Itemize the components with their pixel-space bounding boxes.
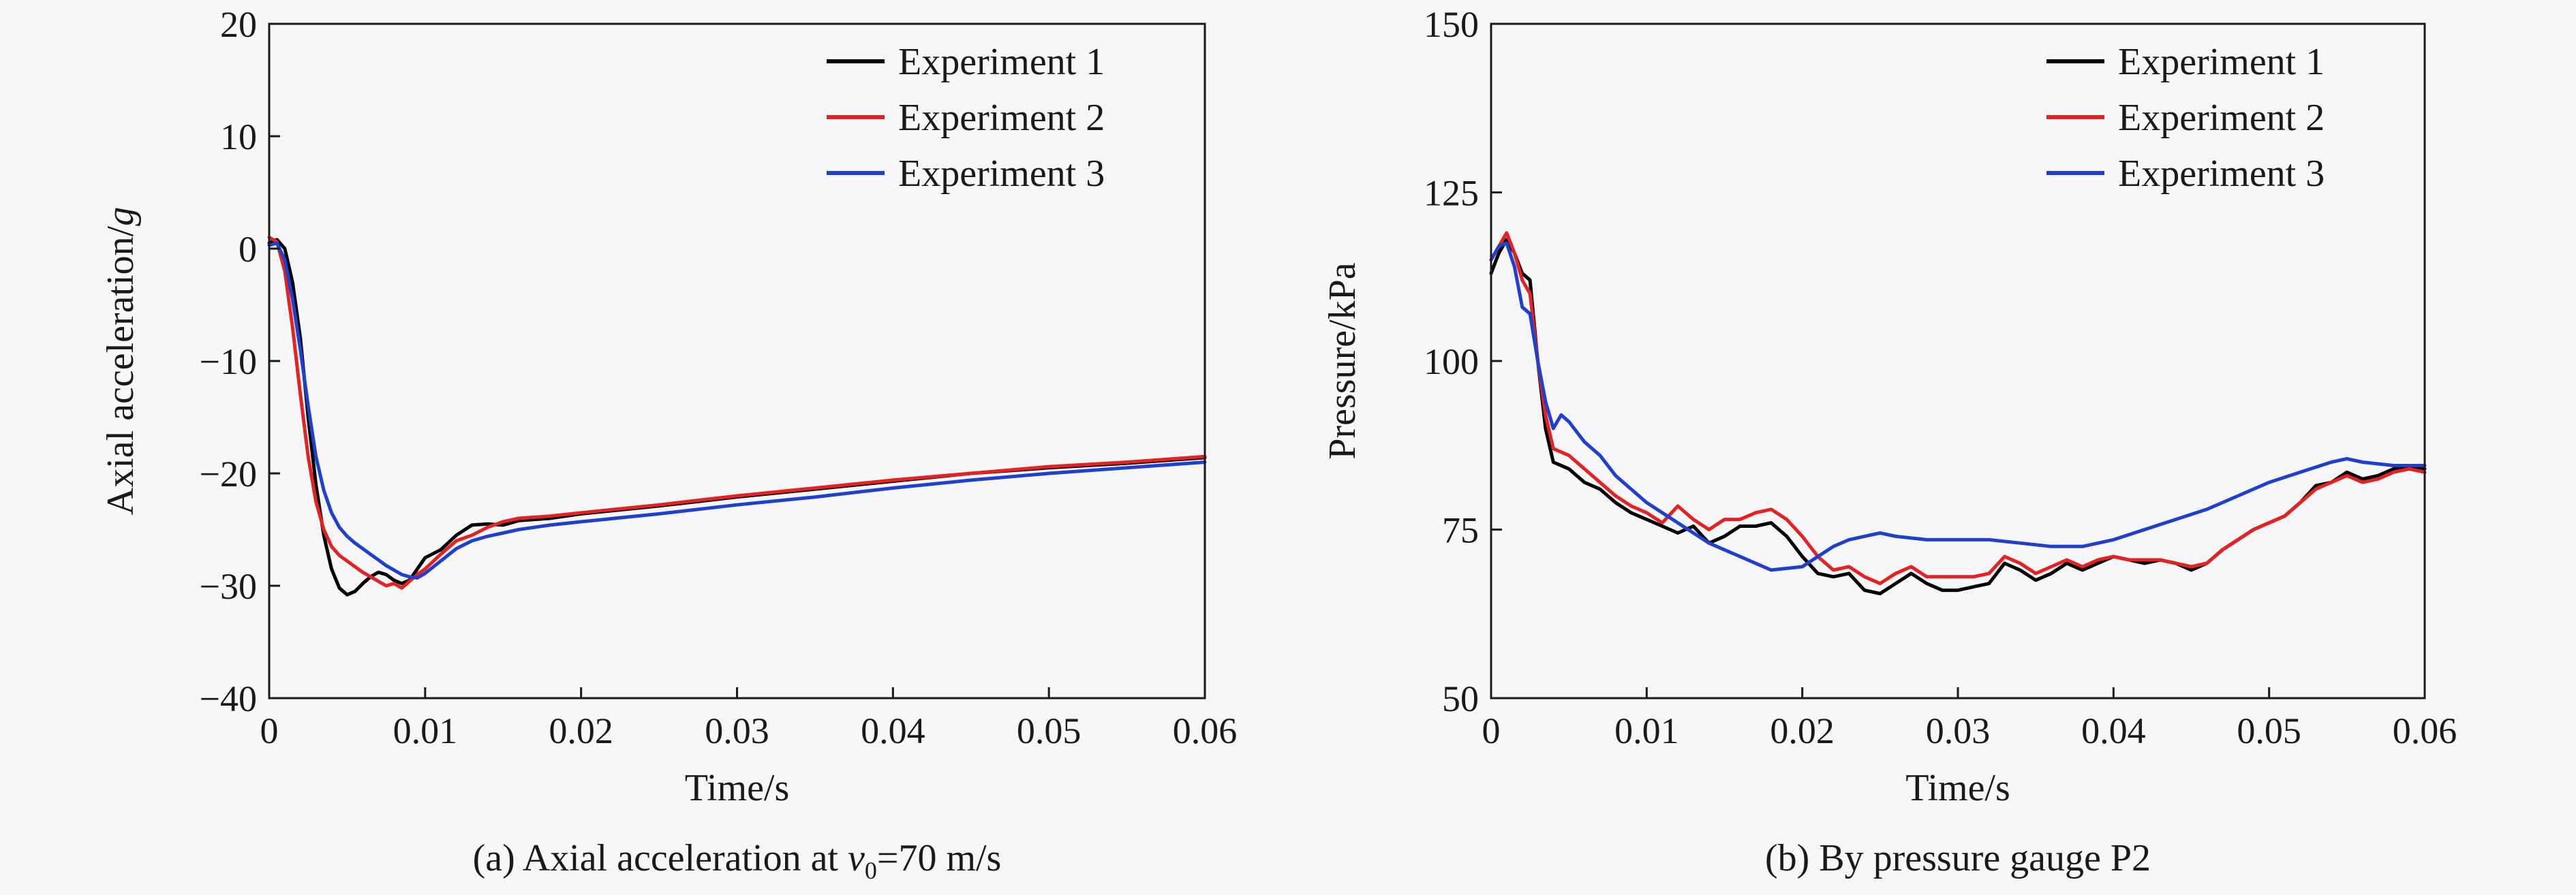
panel-b-x-tick-label: 0.02 [1770, 710, 1835, 751]
panel-a-y-axis-label-main: Axial acceleration/ [99, 225, 142, 515]
panel-b-x-tick-label: 0.01 [1614, 710, 1679, 751]
panel-b-y-tick-label: 125 [1424, 173, 1479, 214]
panel-a-x-tick-label: 0.05 [1017, 710, 1082, 751]
panel-b-y-axis-label-main: Pressure/kPa [1321, 262, 1364, 459]
panel-a: 0 0.01 0.02 0.03 0.04 0.05 0.06 20 10 0 −10 −20 −30… [99, 4, 1237, 884]
panel-a-x-tick-label: 0.06 [1173, 710, 1238, 751]
panel-b: 0 0.01 0.02 0.03 0.04 0.05 0.06 1501251007550 … [1321, 4, 2457, 879]
panel-a-legend-label-2: Experiment 2 [898, 97, 1105, 139]
panel-a-series-line-1 [267, 238, 1207, 597]
panel-a-legend-label-1: Experiment 1 [898, 41, 1105, 83]
panel-a-y-tick-label: 0 [239, 229, 257, 270]
panel-a-y-tick-label: −20 [200, 454, 257, 494]
panel-a-y-axis-label-italic: g [99, 207, 142, 226]
panel-a-caption-main: (a) Axial acceleration at [473, 837, 848, 879]
panel-a-y-tick-label: −40 [200, 678, 257, 719]
panel-b-caption: (b) By pressure gauge P2 [1765, 837, 2151, 879]
panel-b-x-tick-label: 0.03 [1926, 710, 1991, 751]
panel-b-x-tick-label: 0.06 [2393, 710, 2457, 751]
panel-a-x-tick-label: 0.04 [861, 710, 925, 751]
panel-b-y-tick-label: 100 [1424, 341, 1479, 382]
panel-b-y-axis-label: Pressure/kPa [1321, 262, 1364, 459]
panel-a-series-line-3 [267, 241, 1207, 580]
panel-b-legend: Experiment 1 Experiment 2 Experiment 3 [2046, 41, 2325, 195]
panel-a-x-ticks: 0 0.01 0.02 0.03 0.04 0.05 0.06 [260, 687, 1238, 751]
panel-a-legend-label-3: Experiment 3 [898, 153, 1105, 195]
panel-a-x-tick-label: 0.01 [393, 710, 458, 751]
panel-a-caption-italic: v [848, 837, 865, 879]
panel-b-series-line-3 [1489, 241, 2427, 572]
panel-a-series-line-2 [267, 236, 1207, 590]
panel-a-caption-rest: =70 m/s [877, 837, 1002, 879]
panel-a-caption-subscript: 0 [865, 857, 877, 884]
panel-b-x-tick-label: 0.05 [2237, 710, 2301, 751]
panel-a-y-ticks: 20 10 0 −10 −20 −30 −40 [200, 4, 280, 719]
panel-b-series-line-2 [1489, 231, 2427, 586]
panel-a-x-tick-label: 0.02 [549, 710, 613, 751]
panel-b-series-lines [1489, 231, 2427, 595]
panel-b-y-tick-label: 75 [1442, 510, 1479, 551]
panel-b-y-ticks: 150 125 100 75 50 [1424, 4, 1502, 719]
panel-b-x-tick-label: 0.04 [2081, 710, 2146, 751]
panel-a-series-lines [267, 236, 1207, 597]
panel-b-x-axis-label: Time/s [1905, 767, 2010, 809]
panel-a-x-tick-label: 0.03 [705, 710, 769, 751]
panel-b-legend-label-3: Experiment 3 [2118, 153, 2325, 195]
panel-b-y-tick-label: 50 [1442, 678, 1479, 719]
panel-a-x-tick-label: 0 [260, 710, 279, 751]
panel-a-y-tick-label: 10 [220, 116, 257, 157]
panel-a-caption: (a) Axial acceleration at v0=70 m/s [473, 837, 1002, 884]
panel-a-y-tick-label: 20 [220, 4, 257, 45]
panel-a-legend: Experiment 1 Experiment 2 Experiment 3 [827, 41, 1105, 195]
panel-a-y-tick-label: −10 [200, 341, 257, 382]
panel-b-legend-label-2: Experiment 2 [2118, 97, 2325, 139]
panel-b-x-tick-label: 0 [1482, 710, 1501, 751]
panel-a-y-tick-label: −30 [200, 566, 257, 607]
panel-b-x-ticks: 0 0.01 0.02 0.03 0.04 0.05 0.06 [1482, 687, 2457, 751]
panel-b-legend-label-1: Experiment 1 [2118, 41, 2325, 83]
panel-b-y-tick-label: 150 [1424, 4, 1479, 45]
panel-a-x-axis-label: Time/s [685, 767, 790, 809]
panel-b-caption-main: (b) By pressure gauge P2 [1765, 837, 2151, 879]
panel-a-y-axis-label: Axial acceleration/g [99, 207, 142, 515]
